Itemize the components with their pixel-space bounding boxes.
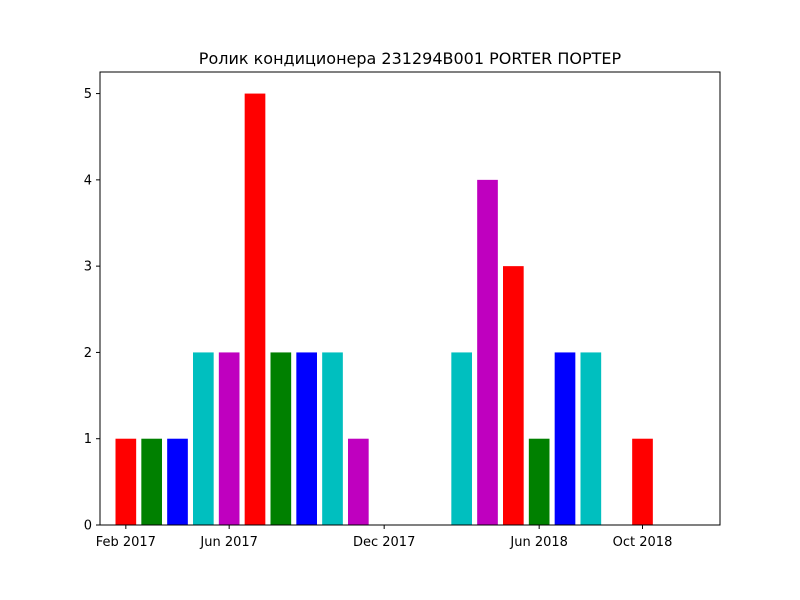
bar-2018-05 <box>503 266 524 525</box>
bar-2018-06 <box>528 438 550 525</box>
y-tick-label: 1 <box>84 432 92 447</box>
x-tick-label: Dec 2017 <box>353 535 415 550</box>
bar-2018-04 <box>477 179 498 526</box>
x-tick-label: Jun 2018 <box>509 535 568 550</box>
bar-2018-08 <box>580 352 602 525</box>
x-tick-label: Jun 2017 <box>199 535 258 550</box>
bar-2017-11 <box>348 438 369 525</box>
y-tick-label: 4 <box>84 173 92 188</box>
x-tick-label: Oct 2018 <box>613 535 673 550</box>
bar-2017-09 <box>296 352 317 525</box>
plot-frame <box>99 71 721 526</box>
bar-2018-03 <box>451 352 472 525</box>
bar-2017-08 <box>270 352 292 525</box>
bar-2017-07 <box>244 93 266 525</box>
chart-title: Ролик кондиционера 231294B001 PORTER ПОР… <box>199 49 622 68</box>
bar-2018-10 <box>632 438 653 525</box>
bar-2017-06 <box>218 352 240 525</box>
y-tick-label: 2 <box>84 346 92 361</box>
bar-2017-05 <box>193 352 214 525</box>
bar-2017-03 <box>141 438 162 525</box>
bars-group <box>115 93 653 526</box>
bar-2017-10 <box>322 352 343 525</box>
y-axis: 0 1 2 3 4 5 <box>84 87 100 534</box>
bar-2017-04 <box>167 438 188 525</box>
bar-2018-07 <box>554 352 576 525</box>
y-tick-label: 3 <box>84 260 92 275</box>
y-tick-label: 0 <box>84 519 92 534</box>
bar-2017-02 <box>115 438 137 525</box>
y-tick-label: 5 <box>84 87 92 102</box>
x-tick-label: Feb 2017 <box>96 535 156 550</box>
x-axis: Feb 2017 Jun 2017 Dec 2017 Jun 2018 Oct 2018 <box>96 525 673 550</box>
